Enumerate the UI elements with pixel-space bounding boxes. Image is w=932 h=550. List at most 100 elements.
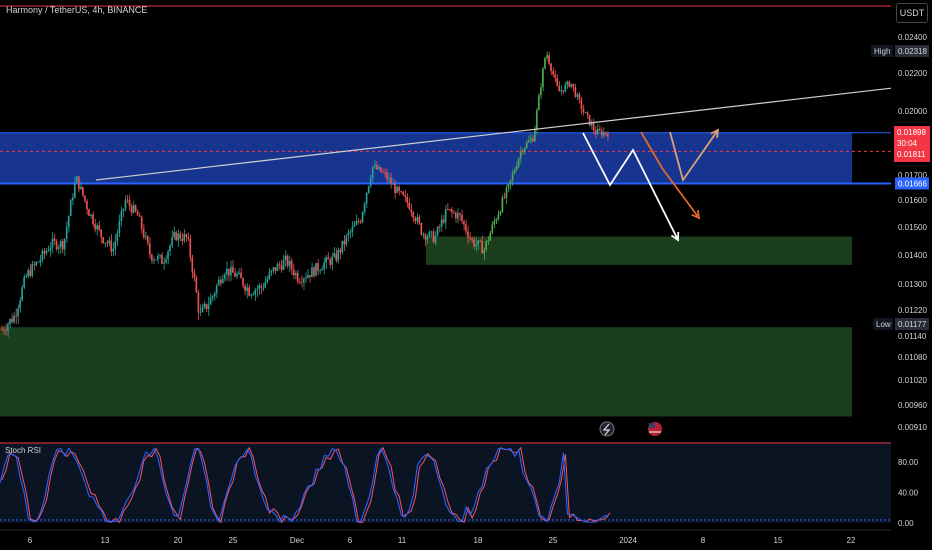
candle [392,177,394,185]
candle [150,253,153,265]
candle-body [489,232,492,241]
current-price-box[interactable]: 0.01898 30:04 0.01811 [894,126,930,162]
candle [452,210,455,215]
candle-body [134,205,137,212]
candle [440,214,443,232]
candle-body [120,210,123,221]
candle-body [485,240,487,250]
candle-body [604,132,607,134]
candle-body [339,249,342,253]
candle [444,204,447,230]
candle-body [302,278,305,283]
candle-body [540,87,542,96]
price-axis[interactable]: 0.02400 0.02200 0.02000 0.01700 0.01600 0.015… [871,33,930,432]
candle [298,277,301,285]
candle [519,146,522,164]
candle [309,274,311,283]
candle [3,326,5,335]
time-axis[interactable]: 6 13 20 25 Dec 6 11 18 25 2024 8 15 22 [0,529,891,545]
candle [217,276,220,286]
candle [422,232,425,239]
candle-body [416,217,419,222]
candle [118,214,121,237]
price-tick-label: 0.01140 [898,332,927,341]
low-tag-bg [873,318,893,330]
candle-body [112,248,115,252]
candle-body [136,211,139,216]
time-tick-label: 11 [398,536,407,545]
candle [122,208,125,218]
candle-body [317,263,319,271]
candle [100,229,102,244]
candle-body [298,281,301,283]
candle [163,256,165,270]
candle [390,172,392,189]
candle-body [538,95,540,110]
candle-body [327,257,329,260]
candle [351,221,354,237]
candle [355,214,358,226]
candle-body [296,273,299,282]
candle [165,255,167,265]
candle-body [201,307,204,313]
candle [438,224,441,233]
low-value[interactable]: 0.01177 [895,318,929,330]
candle-body [377,167,380,170]
candle-body [130,205,133,213]
candle-body [450,209,453,212]
candle-body [463,221,465,225]
stoch-rsi-label: Stoch RSI [5,446,42,455]
high-tag[interactable]: High [871,45,893,57]
candle [550,62,552,76]
candle [471,236,473,243]
candle-body [578,94,581,100]
candle [19,297,21,313]
candle-body [588,114,591,126]
low-tag[interactable]: Low [873,318,893,330]
candle [73,176,76,199]
candle [446,202,449,211]
candle-body [412,212,415,218]
candle-body [244,285,246,291]
candle-body [434,235,437,243]
orange-arrow-head [691,209,701,220]
osc-tick-label: 40.00 [898,489,919,498]
candle-body [144,236,147,238]
candle [225,261,228,281]
candle-body [428,231,431,237]
high-value[interactable]: 0.02318 [895,45,929,57]
time-tick-label: 15 [774,536,783,545]
candle-body [102,237,104,243]
candle-body [157,255,159,260]
candle [424,232,427,247]
candle [300,275,303,288]
price-tick-label: 0.01080 [898,353,927,362]
candle [55,238,58,252]
candle-body [390,177,392,185]
event-icons[interactable] [599,421,662,437]
candle [305,272,307,284]
currency-button[interactable]: USDT [896,3,928,23]
candle [110,234,113,257]
flash-icon[interactable] [599,421,615,437]
candle [240,267,242,279]
candle [604,131,607,137]
candle [209,293,212,305]
us-flag-icon[interactable] [648,422,662,436]
candle [98,220,100,232]
candle-body [343,240,346,245]
price-tick-label: 0.01600 [898,196,927,205]
candle [501,194,504,214]
candle [17,304,19,324]
candle-body [215,285,218,294]
candle-body [461,215,463,222]
candle-body [173,232,175,237]
candle [576,92,579,101]
candle-body [602,132,605,136]
candle [442,214,445,225]
zone-line-price[interactable]: 0.01666 [895,177,929,190]
candle-body [246,287,248,291]
candle [51,232,54,254]
candle-body [509,180,512,185]
